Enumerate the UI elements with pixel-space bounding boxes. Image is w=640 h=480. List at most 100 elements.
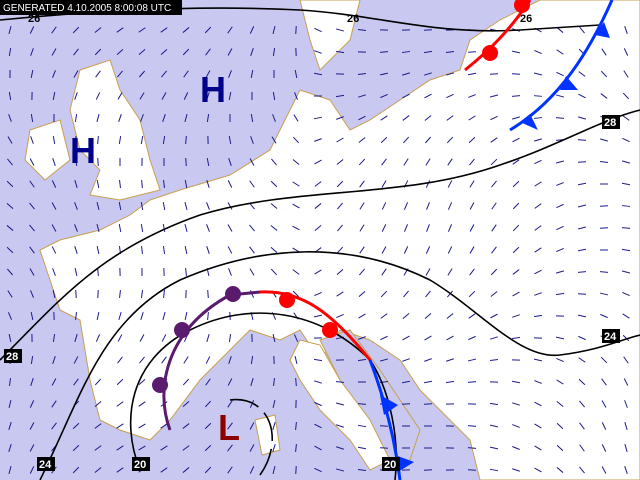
front-symbol — [174, 322, 190, 338]
wind-arrow — [403, 290, 409, 298]
wind-arrow — [6, 203, 14, 209]
wind-arrow — [621, 182, 631, 186]
wind-arrow — [622, 334, 630, 342]
wind-arrow — [600, 93, 608, 99]
wind-arrow — [182, 423, 190, 429]
wind-arrow — [183, 356, 189, 364]
wind-arrow — [556, 422, 564, 430]
front-symbol — [225, 286, 241, 302]
wind-arrow — [182, 27, 190, 33]
isobar-label: 26 — [28, 13, 40, 25]
wind-arrow — [624, 26, 628, 34]
wind-arrow — [534, 423, 542, 429]
wind-arrow — [141, 245, 143, 255]
wind-arrow — [249, 224, 255, 232]
wind-arrow — [534, 138, 542, 142]
wind-arrow — [314, 138, 322, 142]
warm-front — [259, 290, 372, 361]
wind-arrow — [357, 468, 367, 472]
isobar-label: 26 — [520, 13, 532, 25]
wind-arrow — [74, 202, 78, 210]
wind-arrow — [292, 290, 300, 298]
wind-arrow — [29, 422, 35, 430]
wind-arrow — [183, 70, 189, 78]
wind-field — [6, 25, 631, 475]
wind-arrow — [469, 224, 475, 232]
wind-arrow — [534, 445, 542, 451]
occluded-front — [162, 290, 261, 431]
wind-arrow — [204, 422, 212, 430]
wind-arrow — [205, 378, 211, 386]
wind-arrow — [249, 400, 255, 408]
wind-arrow — [380, 136, 388, 144]
wind-arrow — [401, 380, 411, 384]
wind-arrow — [425, 290, 431, 298]
wind-arrow — [228, 91, 232, 101]
wind-arrow — [95, 70, 101, 78]
wind-arrow — [52, 268, 56, 276]
wind-arrow — [446, 335, 454, 341]
wind-arrow — [95, 334, 101, 342]
wind-arrow — [163, 179, 165, 189]
wind-arrow — [204, 26, 212, 34]
wind-arrow — [140, 114, 144, 122]
wind-arrow — [425, 246, 431, 254]
wind-arrow — [469, 202, 475, 210]
wind-arrow — [272, 114, 276, 122]
wind-arrow — [358, 115, 366, 121]
wind-arrow — [184, 179, 188, 189]
wind-arrow — [622, 270, 630, 274]
wind-arrow — [556, 248, 564, 252]
wind-arrow — [51, 224, 57, 232]
wind-arrow — [293, 114, 299, 122]
wind-arrow — [447, 158, 453, 166]
wind-arrow — [182, 401, 190, 407]
wind-arrow — [490, 313, 498, 319]
wind-arrow — [205, 70, 211, 78]
wind-arrow — [468, 290, 476, 298]
wind-arrow — [72, 466, 80, 474]
wind-arrow — [94, 401, 102, 407]
wind-arrow — [8, 91, 12, 101]
wind-arrow — [404, 224, 408, 232]
wind-arrow — [512, 424, 520, 428]
isobar-label: 28 — [6, 351, 18, 363]
isobar-label: 26 — [347, 13, 359, 25]
wind-arrow — [335, 402, 345, 406]
wind-arrow — [469, 246, 475, 254]
wind-arrow — [52, 91, 56, 101]
wind-arrow — [447, 268, 453, 276]
wind-arrow — [272, 422, 276, 430]
wind-arrow — [424, 312, 432, 320]
wind-arrow — [294, 355, 298, 365]
wind-arrow — [96, 224, 100, 232]
wind-arrow — [207, 311, 209, 321]
wind-arrow — [336, 137, 344, 143]
wind-arrow — [423, 403, 433, 405]
wind-arrow — [96, 179, 100, 189]
wind-arrow — [183, 92, 189, 100]
wind-arrow — [446, 93, 454, 99]
wind-arrow — [489, 359, 499, 361]
wind-arrow — [29, 26, 35, 34]
wind-arrow — [578, 357, 586, 363]
front-symbol — [595, 22, 610, 38]
wind-arrow — [6, 246, 14, 254]
wind-arrow — [357, 424, 367, 428]
wind-arrow — [206, 334, 210, 342]
wind-arrow — [74, 267, 78, 277]
wind-arrow — [162, 135, 166, 145]
wind-arrow — [292, 203, 300, 209]
wind-arrow — [8, 26, 12, 34]
wind-arrow — [512, 269, 520, 275]
wind-arrow — [8, 466, 12, 474]
wind-arrow — [579, 466, 585, 474]
wind-arrow — [489, 468, 499, 472]
label-box — [602, 329, 620, 343]
wind-arrow — [162, 114, 166, 122]
wind-arrow — [160, 467, 168, 473]
wind-arrow — [490, 268, 498, 276]
wind-arrow — [30, 355, 34, 365]
front-symbol — [152, 377, 168, 393]
wind-arrow — [249, 444, 255, 452]
